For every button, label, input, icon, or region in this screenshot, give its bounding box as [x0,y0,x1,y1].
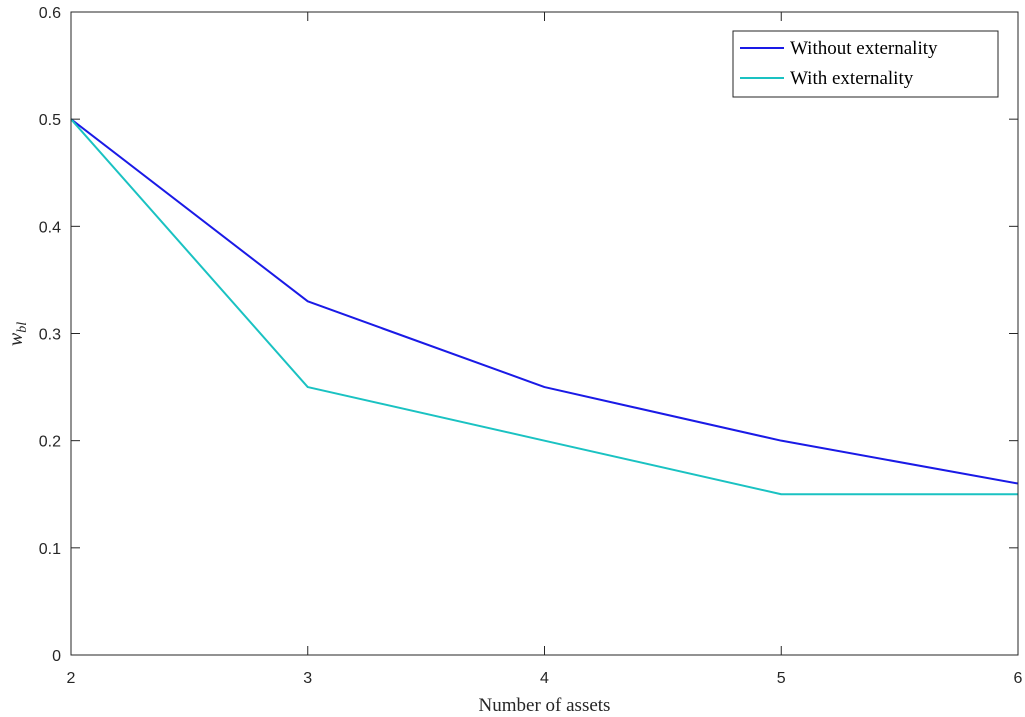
series-line-1 [70,118,1018,496]
y-axis-title: wbl [5,322,30,346]
y-tick-label: 0.5 [39,112,61,129]
y-tick-label: 0.6 [39,5,61,22]
series-layer [70,118,1019,496]
y-tick-label: 0.3 [39,327,61,344]
x-axis-ticks: 2 3 4 5 6 [67,12,1023,687]
y-tick-label: 0.4 [39,219,61,236]
y-tick-label: 0 [52,648,61,665]
y-axis-title-main: w [5,332,27,346]
x-tick-label: 4 [540,670,549,687]
legend: Without externality With externality [732,30,999,98]
series-line-0 [70,118,1019,485]
x-tick-label: 5 [777,670,786,687]
x-tick-label: 3 [303,670,312,687]
y-tick-label: 0.1 [39,541,61,558]
y-tick-label: 0.2 [39,434,61,451]
legend-label-with-externality: With externality [790,68,914,89]
x-axis-title: Number of assets [479,695,611,716]
legend-box [732,30,999,98]
y-axis-title-subscript: bl [15,322,30,333]
x-tick-label: 2 [67,670,76,687]
legend-label-without-externality: Without externality [790,38,938,59]
x-tick-label: 6 [1014,670,1023,687]
plot-area [71,12,1018,655]
y-axis-ticks: 0 0.1 0.2 0.3 0.4 0.5 0.6 [39,5,1018,665]
